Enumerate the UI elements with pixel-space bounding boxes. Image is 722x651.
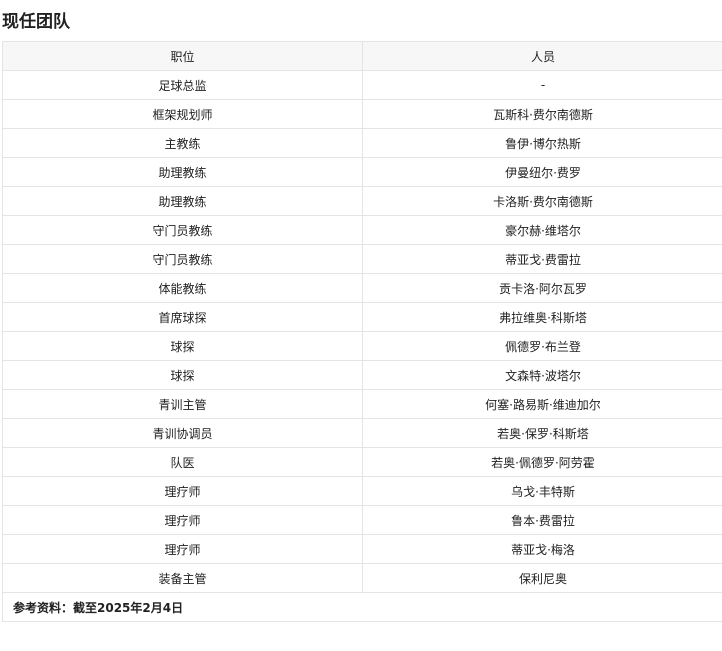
person-cell: 鲁本·费雷拉: [362, 505, 722, 535]
person-cell: 弗拉维奥·科斯塔: [362, 302, 722, 332]
table-row: 球探 文森特·波塔尔: [2, 360, 722, 390]
person-cell: -: [362, 70, 722, 100]
table-row: 队医 若奥·佩德罗·阿劳霍: [2, 447, 722, 477]
person-cell: 何塞·路易斯·维迪加尔: [362, 389, 722, 419]
position-cell: 理疗师: [2, 476, 363, 506]
header-person: 人员: [362, 41, 722, 71]
position-cell: 首席球探: [2, 302, 363, 332]
person-cell: 贡卡洛·阿尔瓦罗: [362, 273, 722, 303]
table-row: 青训主管 何塞·路易斯·维迪加尔: [2, 389, 722, 419]
position-cell: 装备主管: [2, 563, 363, 593]
person-cell: 瓦斯科·费尔南德斯: [362, 99, 722, 129]
position-cell: 体能教练: [2, 273, 363, 303]
person-cell: 豪尔赫·维塔尔: [362, 215, 722, 245]
position-cell: 青训协调员: [2, 418, 363, 448]
position-cell: 足球总监: [2, 70, 363, 100]
table-row: 足球总监 -: [2, 70, 722, 100]
position-cell: 守门员教练: [2, 244, 363, 274]
table-row: 守门员教练 蒂亚戈·费雷拉: [2, 244, 722, 274]
position-cell: 助理教练: [2, 157, 363, 187]
table-row: 守门员教练 豪尔赫·维塔尔: [2, 215, 722, 245]
position-cell: 球探: [2, 360, 363, 390]
table-row: 理疗师 乌戈·丰特斯: [2, 476, 722, 506]
position-cell: 助理教练: [2, 186, 363, 216]
position-cell: 守门员教练: [2, 215, 363, 245]
staff-table: 职位 人员 足球总监 - 框架规划师 瓦斯科·费尔南德斯 主教练 鲁伊·博尔热斯 助理教练伊…: [2, 41, 722, 622]
table-header-row: 职位 人员: [2, 41, 722, 71]
table-row: 装备主管 保利尼奥: [2, 563, 722, 593]
table-row: 理疗师 鲁本·费雷拉: [2, 505, 722, 535]
table-row: 主教练 鲁伊·博尔热斯: [2, 128, 722, 158]
table-row: 球探 佩德罗·布兰登: [2, 331, 722, 361]
table-row: 体能教练 贡卡洛·阿尔瓦罗: [2, 273, 722, 303]
reference-note: 参考资料：截至2025年2月4日: [2, 592, 722, 622]
person-cell: 文森特·波塔尔: [362, 360, 722, 390]
person-cell: 卡洛斯·费尔南德斯: [362, 186, 722, 216]
position-cell: 青训主管: [2, 389, 363, 419]
person-cell: 乌戈·丰特斯: [362, 476, 722, 506]
person-cell: 保利尼奥: [362, 563, 722, 593]
table-row: 青训协调员 若奥·保罗·科斯塔: [2, 418, 722, 448]
position-cell: 队医: [2, 447, 363, 477]
position-cell: 主教练: [2, 128, 363, 158]
table-row: 助理教练 卡洛斯·费尔南德斯: [2, 186, 722, 216]
position-cell: 球探: [2, 331, 363, 361]
table-row: 理疗师 蒂亚戈·梅洛: [2, 534, 722, 564]
person-cell: 佩德罗·布兰登: [362, 331, 722, 361]
person-cell: 伊曼纽尔·费罗: [362, 157, 722, 187]
position-cell: 框架规划师: [2, 99, 363, 129]
position-cell: 理疗师: [2, 534, 363, 564]
table-row: 首席球探 弗拉维奥·科斯塔: [2, 302, 722, 332]
person-cell: 若奥·保罗·科斯塔: [362, 418, 722, 448]
page-title: 现任团队: [2, 12, 70, 32]
table-row: 框架规划师 瓦斯科·费尔南德斯: [2, 99, 722, 129]
table-row: 助理教练 伊曼纽尔·费罗: [2, 157, 722, 187]
person-cell: 鲁伊·博尔热斯: [362, 128, 722, 158]
person-cell: 蒂亚戈·梅洛: [362, 534, 722, 564]
person-cell: 若奥·佩德罗·阿劳霍: [362, 447, 722, 477]
position-cell: 理疗师: [2, 505, 363, 535]
person-cell: 蒂亚戈·费雷拉: [362, 244, 722, 274]
header-position: 职位: [2, 41, 363, 71]
table-footer-row: 参考资料：截至2025年2月4日: [2, 592, 722, 622]
